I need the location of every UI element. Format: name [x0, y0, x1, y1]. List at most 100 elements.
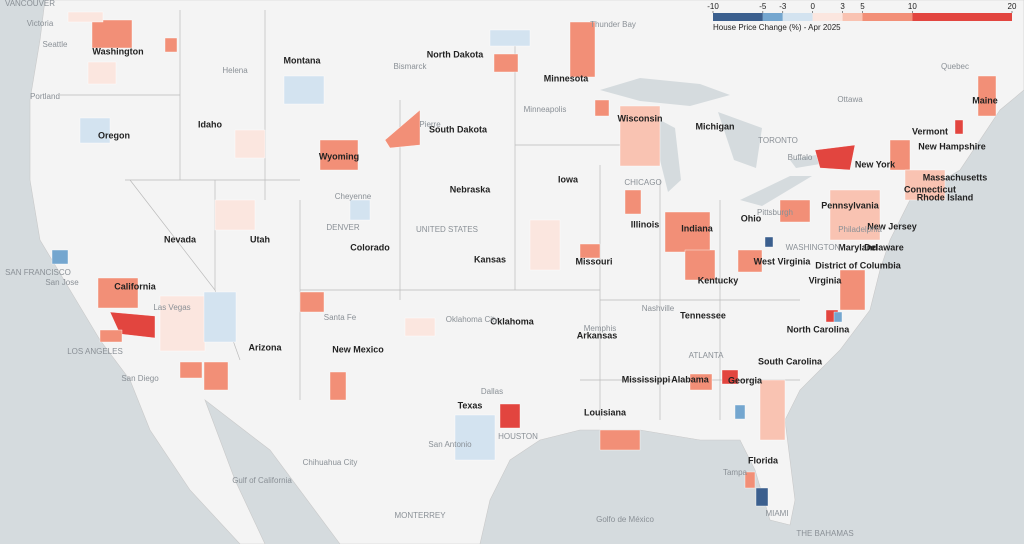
state-label: Colorado	[350, 242, 390, 252]
legend-tick-label: 0	[810, 2, 815, 11]
state-label: Illinois	[631, 219, 660, 229]
place-label: Portland	[30, 92, 60, 101]
place-label: Ottawa	[837, 95, 863, 104]
state-label: Louisiana	[584, 407, 627, 417]
legend-tick-label: 5	[860, 2, 865, 11]
state-label: Minnesota	[544, 73, 589, 83]
place-label: Nashville	[642, 304, 675, 313]
legend-title: House Price Change (%) - Apr 2025	[713, 23, 841, 32]
place-label: WASHINGTON	[786, 243, 841, 252]
state-label: South Carolina	[758, 356, 823, 366]
place-label: Las Vegas	[153, 303, 190, 312]
legend-swatch	[862, 13, 913, 21]
place-label: Santa Fe	[324, 313, 357, 322]
place-label: CHICAGO	[624, 178, 661, 187]
place-label: TORONTO	[758, 136, 798, 145]
legend-swatch	[782, 13, 813, 21]
state-label: Kansas	[474, 254, 506, 264]
state-label: Oklahoma	[490, 316, 535, 326]
place-label: LOS ANGELES	[67, 347, 123, 356]
place-label: San Antonio	[428, 440, 472, 449]
state-label: North Carolina	[787, 324, 850, 334]
state-label: West Virginia	[754, 256, 812, 266]
legend-swatch	[842, 13, 863, 21]
state-label: Virginia	[809, 275, 843, 285]
state-label: Nebraska	[450, 184, 492, 194]
place-label: Cheyenne	[335, 192, 372, 201]
legend-tick-label: 3	[840, 2, 845, 11]
state-label: Nevada	[164, 234, 197, 244]
state-label: Ohio	[741, 213, 762, 223]
place-label: Dallas	[481, 387, 503, 396]
legend-tick-label: -3	[779, 2, 787, 11]
place-label: Tampa	[723, 468, 748, 477]
state-label: Michigan	[695, 121, 734, 131]
legend: -10 -5 -3 0 3 5 10 20 House Price Change (%) - A…	[707, 2, 1017, 32]
legend-swatch	[713, 13, 763, 21]
place-label: DENVER	[326, 223, 360, 232]
place-label: HOUSTON	[498, 432, 538, 441]
state-label: Kentucky	[698, 275, 739, 285]
state-label: Wisconsin	[618, 113, 663, 123]
state-label: Wyoming	[319, 151, 359, 161]
place-label: Helena	[222, 66, 248, 75]
state-label: South Dakota	[429, 124, 488, 134]
state-label: New York	[855, 159, 896, 169]
state-label: Montana	[284, 55, 322, 65]
place-label: Oklahoma City	[446, 315, 498, 324]
place-label: Pierre	[419, 120, 441, 129]
state-label: Arkansas	[577, 330, 618, 340]
state-label: California	[114, 281, 157, 291]
state-label: Tennessee	[680, 310, 726, 320]
place-label: Victoria	[27, 19, 54, 28]
place-label: Quebec	[941, 62, 969, 71]
great-lakes	[600, 78, 842, 206]
county-regions	[51, 11, 997, 507]
place-label: Philadelphia	[838, 225, 882, 234]
place-label: Seattle	[43, 40, 68, 49]
place-label: UNITED STATES	[416, 225, 478, 234]
state-label: Indiana	[681, 223, 713, 233]
state-label: District of Columbia	[815, 260, 901, 270]
state-label: Idaho	[198, 119, 223, 129]
place-label: Chihuahua City	[303, 458, 358, 467]
state-label: Iowa	[558, 174, 579, 184]
legend-swatch	[762, 13, 783, 21]
state-label: Pennsylvania	[821, 200, 880, 210]
state-borders	[60, 10, 800, 420]
state-label: New Mexico	[332, 344, 384, 354]
legend-tick-label: 10	[908, 2, 917, 11]
place-label: SAN FRANCISCO	[5, 268, 71, 277]
place-label: Gulf of California	[232, 476, 292, 485]
state-label: Alabama	[671, 374, 710, 384]
place-label: ATLANTA	[689, 351, 724, 360]
place-label: Minneapolis	[524, 105, 567, 114]
legend-swatch	[812, 13, 843, 21]
place-label: San Jose	[45, 278, 79, 287]
state-label: Connecticut	[904, 184, 956, 194]
state-label: Maryland	[838, 242, 878, 252]
legend-tick-label: -10	[707, 2, 719, 11]
state-label: Delaware	[864, 242, 904, 252]
state-label: Utah	[250, 234, 270, 244]
place-label: Golfo de México	[596, 515, 654, 524]
state-label: North Dakota	[427, 49, 484, 59]
legend-tick-label: 20	[1008, 2, 1017, 11]
state-label: New Jersey	[867, 221, 917, 231]
state-label: Florida	[748, 455, 779, 465]
state-label: Missouri	[575, 256, 612, 266]
state-label: Texas	[458, 400, 483, 410]
place-label: Buffalo	[788, 153, 813, 162]
legend-tick-label: -5	[759, 2, 767, 11]
place-label: MONTERREY	[394, 511, 446, 520]
place-label: Memphis	[584, 324, 616, 333]
state-label: New Hampshire	[918, 141, 986, 151]
state-label: Arizona	[248, 342, 282, 352]
state-label: Rhode Island	[917, 192, 974, 202]
place-label: Bismarck	[394, 62, 428, 71]
place-label: Pittsburgh	[757, 208, 793, 217]
state-label: Oregon	[98, 130, 130, 140]
place-label: THE BAHAMAS	[796, 529, 853, 538]
labels: Washington Montana North Dakota Minnesota Or…	[5, 0, 998, 538]
